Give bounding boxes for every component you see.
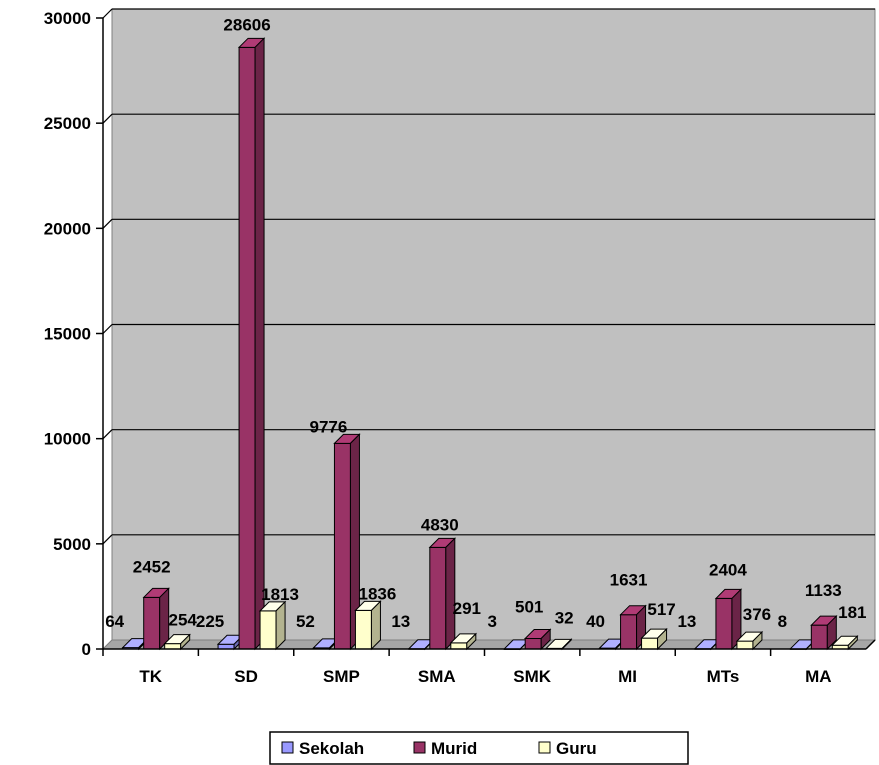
data-label-sekolah-sma: 13 bbox=[391, 612, 410, 631]
data-label-murid-mi: 1631 bbox=[610, 571, 648, 590]
bars bbox=[121, 37, 859, 651]
legend-item-murid: Murid bbox=[413, 739, 477, 758]
bar-murid-smp bbox=[333, 433, 361, 651]
data-label-sekolah-sd: 225 bbox=[196, 612, 224, 631]
data-label-murid-tk: 2452 bbox=[133, 557, 171, 576]
data-label-guru-sd: 1813 bbox=[261, 585, 299, 604]
legend-swatch-sekolah bbox=[281, 741, 294, 754]
data-label-sekolah-smp: 52 bbox=[296, 612, 315, 631]
bar-murid-mts bbox=[714, 588, 743, 651]
y-tick-label-20000: 20000 bbox=[44, 219, 91, 238]
bar-murid-smk bbox=[523, 628, 552, 651]
bar-murid-sma bbox=[428, 537, 457, 651]
data-label-sekolah-ma: 8 bbox=[778, 612, 787, 631]
x-axis: TK SD SMP SMA SMK MI MTs MA bbox=[102, 639, 876, 686]
data-label-guru-mts: 376 bbox=[743, 605, 771, 624]
x-tick-label-sma: SMA bbox=[418, 667, 456, 686]
y-tick-label-5000: 5000 bbox=[53, 535, 91, 554]
data-label-guru-smp: 1836 bbox=[359, 584, 397, 603]
bar-guru-mi bbox=[640, 627, 668, 651]
x-tick-label-mi: MI bbox=[618, 667, 637, 686]
x-tick-label-sd: SD bbox=[234, 667, 258, 686]
bar-guru-sma bbox=[449, 632, 478, 651]
legend: Sekolah Murid Guru bbox=[269, 731, 689, 765]
bar-murid-sd bbox=[237, 37, 266, 651]
legend-item-guru: Guru bbox=[538, 739, 597, 758]
x-tick-label-smk: SMK bbox=[513, 667, 552, 686]
data-label-guru-tk: 254 bbox=[169, 611, 198, 630]
data-label-murid-sma: 4830 bbox=[421, 515, 459, 534]
legend-swatch-guru bbox=[538, 741, 551, 754]
bar-guru-tk bbox=[163, 633, 191, 651]
x-tick-label-smp: SMP bbox=[323, 667, 360, 686]
data-label-sekolah-tk: 64 bbox=[105, 612, 124, 631]
bar-guru-smp bbox=[354, 600, 382, 651]
gridline-30000-side bbox=[102, 8, 113, 19]
y-tick-label-0: 0 bbox=[82, 640, 91, 659]
legend-label-guru: Guru bbox=[556, 739, 597, 758]
data-label-murid-ma: 1133 bbox=[805, 581, 842, 600]
x-tick-label-tk: TK bbox=[139, 667, 162, 686]
bar-murid-ma bbox=[810, 614, 838, 651]
data-label-murid-smp: 9776 bbox=[310, 417, 348, 436]
y-axis: 0 5000 10000 15000 20000 25000 30000 bbox=[44, 9, 104, 659]
gridline-20000-side bbox=[102, 218, 113, 229]
gridline-10000-side bbox=[102, 429, 113, 440]
gridline-25000-side bbox=[102, 113, 113, 124]
legend-item-sekolah: Sekolah bbox=[281, 739, 364, 758]
bar-murid-tk bbox=[142, 587, 170, 651]
data-label-guru-mi: 517 bbox=[647, 600, 675, 619]
data-label-guru-sma: 291 bbox=[453, 599, 481, 618]
data-label-sekolah-mts: 13 bbox=[677, 612, 696, 631]
data-label-sekolah-smk: 3 bbox=[487, 612, 496, 631]
data-label-sekolah-mi: 40 bbox=[586, 612, 605, 631]
legend-swatch-murid bbox=[413, 741, 426, 754]
bar-guru-ma bbox=[831, 634, 859, 651]
y-tick-label-15000: 15000 bbox=[44, 325, 91, 344]
legend-label-sekolah: Sekolah bbox=[299, 739, 364, 758]
x-tick-label-mts: MTs bbox=[707, 667, 740, 686]
legend-label-murid: Murid bbox=[431, 739, 477, 758]
plot-area bbox=[101, 8, 877, 650]
gridline-15000-side bbox=[102, 324, 113, 334]
plot-background bbox=[101, 8, 876, 650]
data-label-guru-ma: 181 bbox=[838, 603, 866, 622]
data-label-guru-smk: 32 bbox=[555, 608, 574, 627]
data-label-murid-smk: 501 bbox=[515, 597, 543, 616]
data-label-murid-mts: 2404 bbox=[709, 560, 747, 579]
x-axis-end bbox=[865, 639, 876, 650]
bar-guru-mts bbox=[735, 630, 764, 651]
x-tick-label-ma: MA bbox=[805, 667, 831, 686]
y-tick-label-30000: 30000 bbox=[44, 9, 91, 28]
legend-box bbox=[269, 731, 689, 765]
y-tick-label-10000: 10000 bbox=[44, 430, 91, 449]
data-label-murid-sd: 28606 bbox=[223, 15, 270, 34]
y-tick-label-25000: 25000 bbox=[44, 114, 91, 133]
bar-guru-sd bbox=[258, 600, 287, 651]
gridline-5000-side bbox=[102, 534, 113, 545]
